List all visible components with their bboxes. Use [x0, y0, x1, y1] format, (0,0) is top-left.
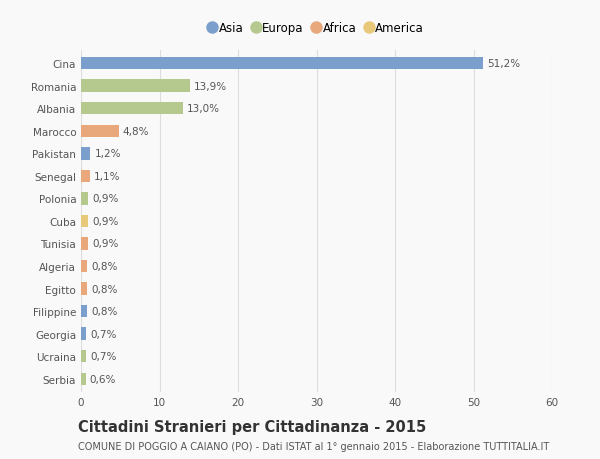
Bar [81, 283, 87, 295]
Text: 0,6%: 0,6% [89, 374, 116, 384]
Bar [81, 148, 91, 160]
Text: 13,9%: 13,9% [194, 82, 227, 91]
Text: 0,9%: 0,9% [92, 194, 118, 204]
Text: 0,8%: 0,8% [91, 307, 118, 316]
Text: 1,1%: 1,1% [94, 172, 120, 181]
Text: 0,9%: 0,9% [92, 217, 118, 226]
Bar [81, 305, 87, 318]
Bar [81, 238, 88, 250]
Legend: Asia, Europa, Africa, America: Asia, Europa, Africa, America [209, 22, 424, 35]
Bar [81, 125, 119, 138]
Text: 13,0%: 13,0% [187, 104, 220, 114]
Text: 0,9%: 0,9% [92, 239, 118, 249]
Text: 1,2%: 1,2% [94, 149, 121, 159]
Bar [81, 350, 86, 363]
Text: 0,8%: 0,8% [91, 284, 118, 294]
Bar [81, 215, 88, 228]
Text: 0,8%: 0,8% [91, 262, 118, 271]
Text: 4,8%: 4,8% [122, 127, 149, 136]
Bar [81, 328, 86, 340]
Bar [81, 80, 190, 93]
Bar [81, 373, 86, 385]
Text: 0,7%: 0,7% [91, 352, 117, 361]
Bar [81, 58, 483, 70]
Bar [81, 103, 183, 115]
Text: Cittadini Stranieri per Cittadinanza - 2015: Cittadini Stranieri per Cittadinanza - 2… [78, 419, 426, 434]
Bar [81, 260, 87, 273]
Bar [81, 170, 89, 183]
Text: 51,2%: 51,2% [487, 59, 520, 69]
Bar [81, 193, 88, 205]
Text: COMUNE DI POGGIO A CAIANO (PO) - Dati ISTAT al 1° gennaio 2015 - Elaborazione TU: COMUNE DI POGGIO A CAIANO (PO) - Dati IS… [78, 441, 549, 451]
Text: 0,7%: 0,7% [91, 329, 117, 339]
